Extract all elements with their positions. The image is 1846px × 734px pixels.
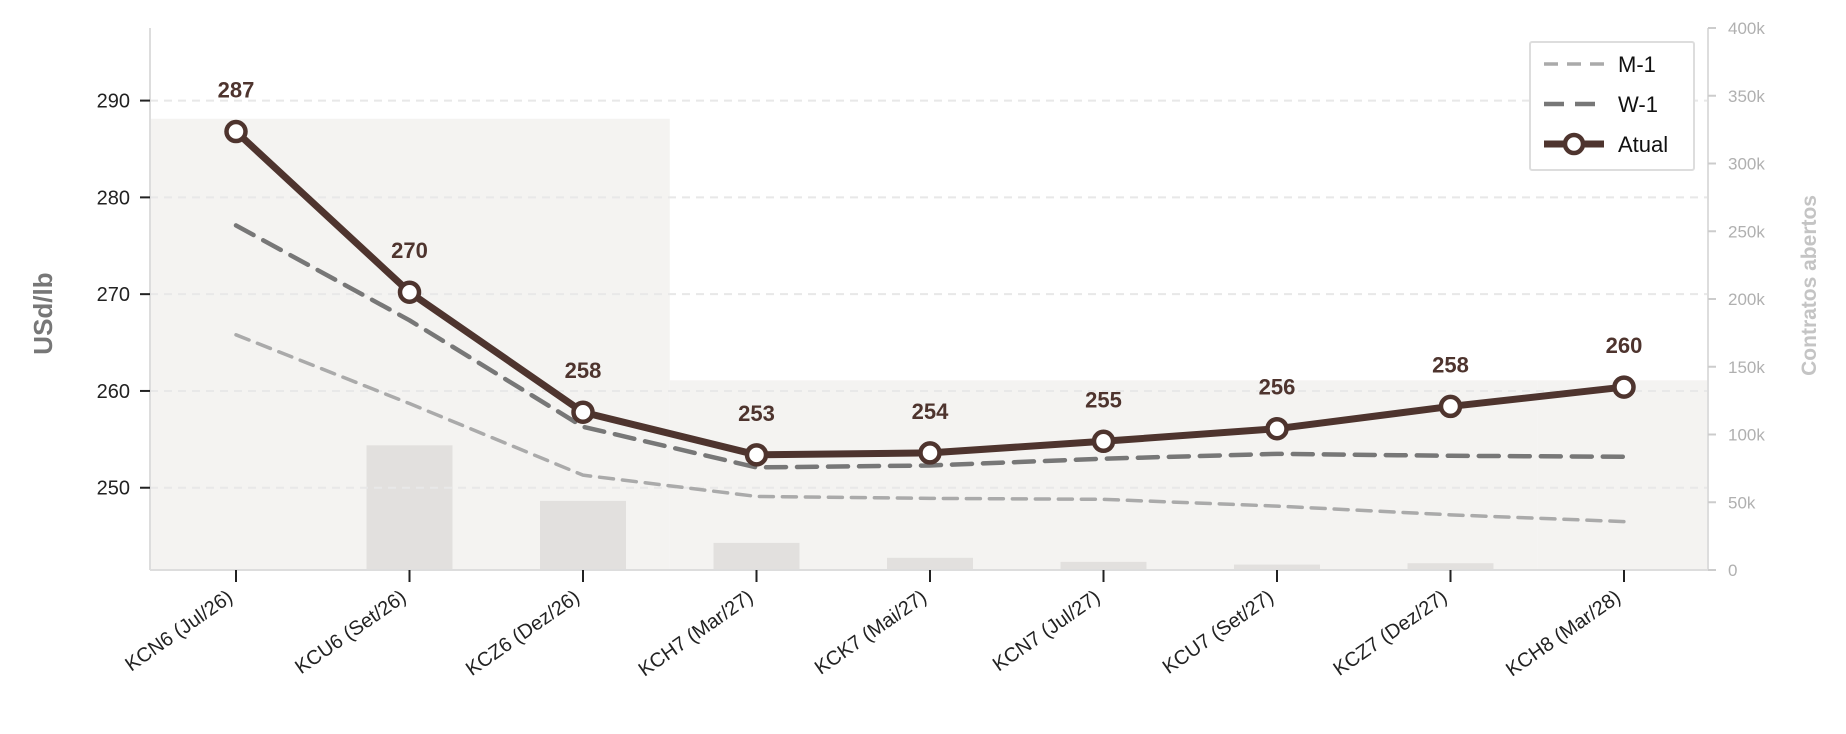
legend-label: W-1 — [1618, 92, 1658, 117]
series-lines — [224, 119, 1636, 524]
legend-label: Atual — [1618, 132, 1668, 157]
open-interest-bar — [1060, 561, 1147, 570]
open-interest-bar — [540, 500, 626, 570]
x-tick-label: KCK7 (Mai/27) — [811, 586, 931, 679]
data-label: 287 — [218, 78, 255, 103]
open-interest-bar — [713, 542, 800, 570]
y-tick-label: 290 — [97, 91, 130, 113]
atual-point-marker — [918, 441, 942, 465]
y2-tick-label: 100k — [1728, 426, 1765, 445]
open-interest-bar — [366, 445, 453, 570]
y-tick-label: 280 — [97, 187, 130, 209]
data-label: 258 — [565, 358, 602, 383]
y2-tick-label: 400k — [1728, 19, 1765, 38]
data-labels: 287 270 258 253 254 255 256 258 260 — [218, 78, 1643, 426]
x-tick-label: KCZ6 (Dez/26) — [462, 586, 584, 681]
open-interest-bands — [150, 118, 1708, 570]
atual-point-marker — [224, 119, 248, 144]
y2-axis-title: Contratos abertos — [1798, 195, 1821, 376]
data-label: 270 — [391, 238, 428, 263]
x-tick-label: KCU6 (Set/26) — [291, 586, 410, 679]
data-label: 255 — [1085, 387, 1122, 412]
series-line-w-1 — [233, 223, 1627, 470]
data-label: 254 — [912, 399, 949, 424]
open-interest-bar — [1407, 563, 1494, 570]
y2-tick-label: 250k — [1728, 222, 1765, 241]
y2-tick-label: 0 — [1728, 561, 1737, 580]
x-tick-label: KCH7 (Mar/27) — [635, 586, 758, 681]
atual-point-marker — [744, 443, 769, 467]
x-tick-label: KCZ7 (Dez/27) — [1329, 586, 1451, 681]
x-tick-label: KCN6 (Jul/26) — [121, 586, 237, 676]
data-label: 253 — [738, 401, 775, 426]
x-tick-label: KCU7 (Set/27) — [1159, 586, 1278, 679]
atual-point-marker — [1438, 394, 1463, 419]
y-tick-label: 250 — [97, 478, 130, 500]
atual-point-marker — [397, 280, 422, 304]
y2-tick-label: 350k — [1728, 87, 1765, 106]
y2-tick-label: 50k — [1728, 493, 1756, 512]
atual-point-marker — [1265, 416, 1289, 441]
series-line-m-1 — [234, 333, 1626, 524]
legend-marker — [1562, 132, 1586, 156]
data-label: 256 — [1259, 375, 1296, 400]
open-interest-bars — [366, 445, 1494, 570]
y2-tick-label: 200k — [1728, 290, 1765, 309]
y-tick-label: 260 — [97, 381, 130, 403]
data-label: 260 — [1606, 333, 1643, 358]
y2-tick-label: 150k — [1728, 358, 1765, 377]
atual-point-marker — [1612, 375, 1636, 399]
legend: M-1 W-1 Atual — [1529, 41, 1695, 171]
data-label: 258 — [1432, 352, 1469, 377]
x-tick-label: KCN7 (Jul/27) — [989, 586, 1105, 676]
atual-point-marker — [1091, 429, 1116, 454]
open-interest-bar — [887, 557, 973, 570]
y-axis-title: USd/lb — [28, 272, 58, 354]
legend-label: M-1 — [1618, 52, 1656, 77]
y2-tick-label: 300k — [1728, 155, 1765, 174]
x-tick-label: KCH8 (Mar/28) — [1502, 586, 1625, 681]
open-interest-bar — [1234, 564, 1320, 570]
y-tick-label: 270 — [97, 284, 130, 306]
open-interest-band-last — [1537, 380, 1708, 570]
atual-point-marker — [571, 400, 595, 424]
